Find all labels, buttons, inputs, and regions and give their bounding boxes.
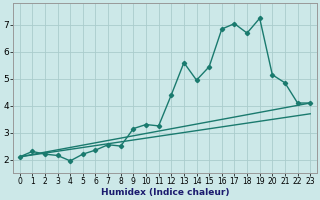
- X-axis label: Humidex (Indice chaleur): Humidex (Indice chaleur): [101, 188, 229, 197]
